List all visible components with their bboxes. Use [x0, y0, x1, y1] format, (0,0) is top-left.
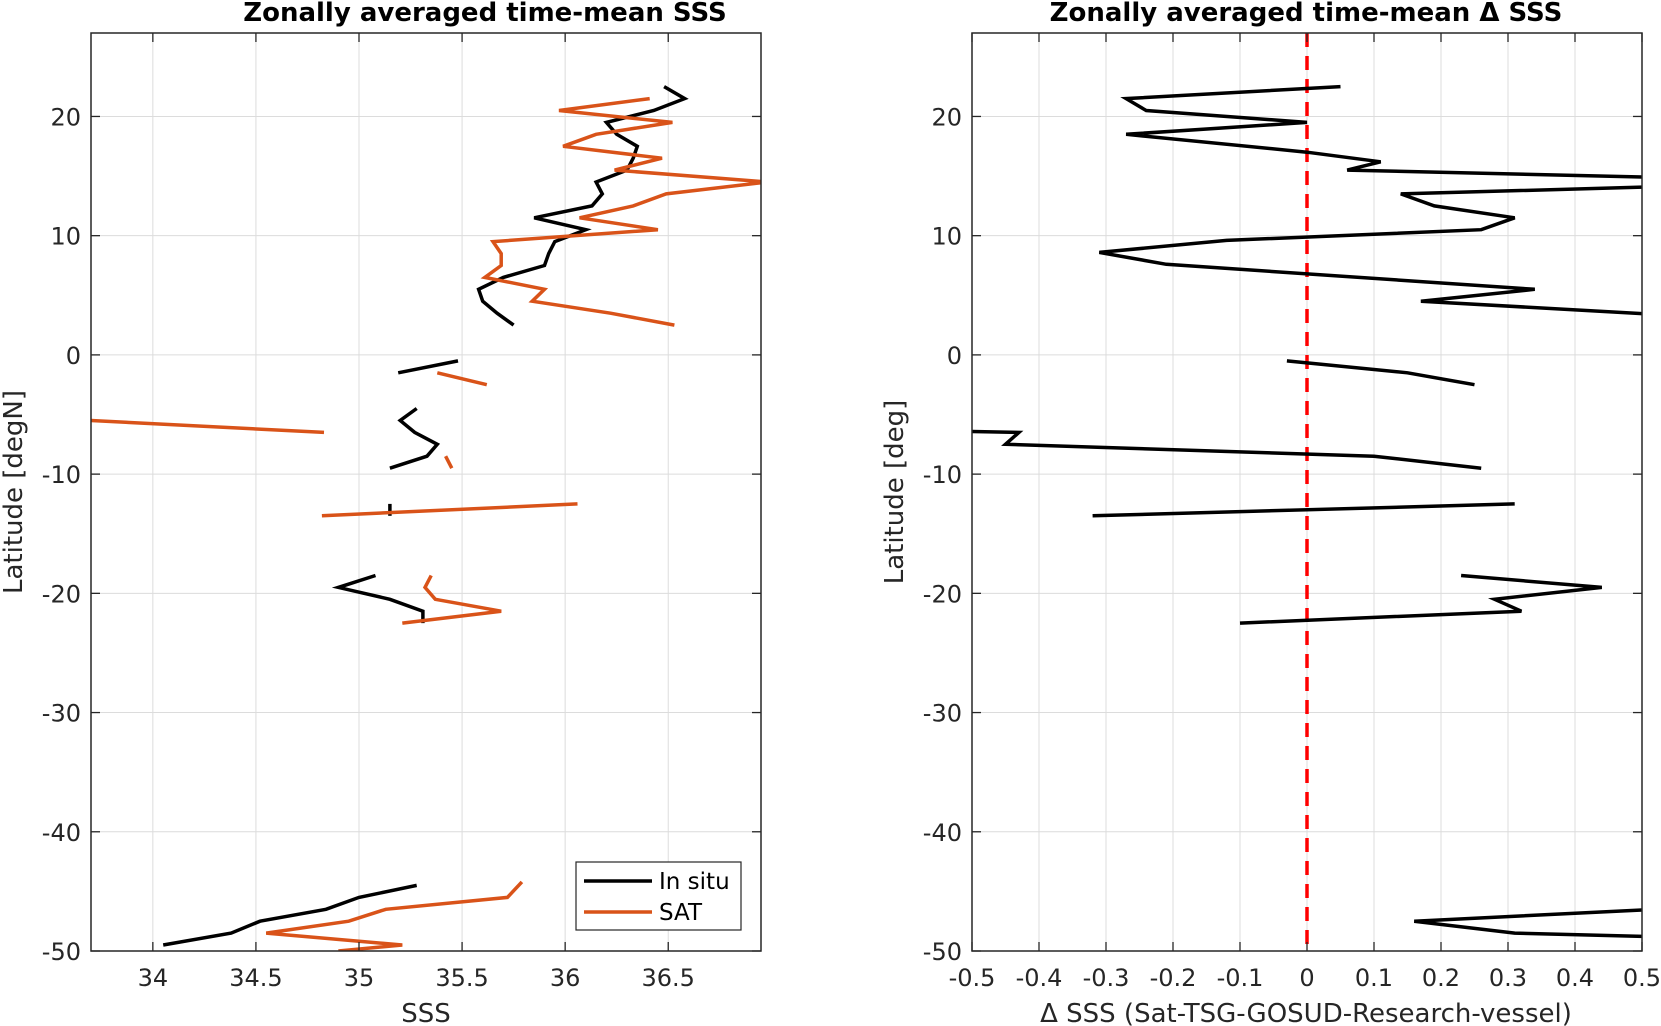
left-x-tick-label: 35.5 [435, 964, 488, 992]
left-axes-box [90, 32, 762, 952]
right-chart-title: Zonally averaged time-mean Δ SSS [1050, 0, 1563, 28]
right-x-tick-label: -0.5 [949, 964, 996, 992]
left-x-tick-label: 34.5 [229, 964, 282, 992]
left-ticks: 34 34.5 35 35.5 36 36.5 -50 -40 -30 -20 -10 0 10 20 [42, 33, 761, 992]
right-y-tick-label: -30 [923, 700, 962, 728]
right-x-tick-label: -0.4 [1016, 964, 1063, 992]
left-x-tick-label: 36 [550, 964, 581, 992]
legend-label-in-situ: In situ [659, 869, 730, 895]
right-x-tick-label: 0 [1299, 964, 1314, 992]
right-x-tick-label: 0.3 [1489, 964, 1527, 992]
left-series-1-segment-6 [265, 880, 524, 951]
right-series-0-segment-4 [1092, 502, 1515, 518]
right-series-0-segment-3 [972, 429, 1482, 470]
legend-label-sat: SAT [659, 900, 703, 926]
right-x-tick-label: 0.5 [1623, 964, 1661, 992]
right-ticks: -0.5 -0.4 -0.3 -0.2 -0.1 0 0.1 0.2 0.3 0.4 0.5 -50 -… [923, 33, 1661, 992]
right-series-0-segment-6 [1413, 908, 1642, 939]
legend-box [575, 861, 742, 931]
right-y-tick-label: 20 [931, 103, 962, 131]
right-x-tick-label: -0.2 [1150, 964, 1197, 992]
left-series-0-segment-4 [331, 573, 425, 624]
right-series-0-segment-2 [1286, 359, 1475, 387]
left-series-0-segment-0 [476, 85, 689, 327]
left-series-1-segment-0 [480, 96, 761, 327]
left-x-tick-label: 36.5 [642, 964, 695, 992]
right-x-tick-label: -0.3 [1083, 964, 1130, 992]
left-lines [91, 85, 761, 951]
left-y-tick-label: -20 [42, 580, 81, 608]
right-y-axis-label: Latitude [deg] [880, 400, 910, 585]
right-series-0-segment-1 [1098, 185, 1642, 316]
left-grid [91, 33, 761, 952]
right-y-tick-label: 10 [931, 223, 962, 251]
left-y-tick-label: -40 [42, 819, 81, 847]
left-series-1-segment-2 [91, 418, 325, 435]
left-series-1-segment-1 [436, 371, 488, 387]
left-y-axis-label: Latitude [degN] [0, 390, 29, 594]
right-x-tick-label: 0.4 [1556, 964, 1594, 992]
right-y-tick-label: -10 [923, 461, 962, 489]
right-y-tick-label: -20 [923, 580, 962, 608]
right-x-axis-label: Δ SSS (Sat-TSG-GOSUD-Research-vessel) [1040, 999, 1572, 1026]
right-chart: Zonally averaged time-mean Δ SSS -0.5 -0.… [880, 0, 1661, 1026]
left-x-tick-label: 35 [344, 964, 375, 992]
right-y-tick-label: 0 [947, 342, 962, 370]
left-x-tick-label: 34 [138, 964, 169, 992]
right-lines [972, 33, 1642, 951]
left-series-0-segment-5 [162, 883, 418, 947]
right-x-tick-label: 0.2 [1422, 964, 1460, 992]
left-y-tick-label: 0 [66, 342, 81, 370]
right-x-tick-label: 0.1 [1355, 964, 1393, 992]
right-x-tick-label: -0.1 [1217, 964, 1264, 992]
left-y-tick-label: 20 [50, 103, 81, 131]
left-x-axis-label: SSS [401, 999, 451, 1026]
left-series-1-segment-5 [402, 574, 502, 625]
left-series-0-segment-2 [389, 407, 441, 470]
right-series-0-segment-0 [1120, 84, 1642, 179]
left-chart-title: Zonally averaged time-mean SSS [243, 0, 727, 28]
right-y-tick-label: -50 [923, 938, 962, 966]
right-y-tick-label: -40 [923, 819, 962, 847]
left-y-tick-label: 10 [50, 223, 81, 251]
legend: In situ SAT [575, 861, 742, 931]
left-series-1-segment-3 [444, 455, 454, 470]
left-series-1-segment-4 [321, 502, 578, 518]
left-y-tick-label: -50 [42, 938, 81, 966]
right-series-0-segment-5 [1239, 573, 1602, 625]
left-y-tick-label: -10 [42, 461, 81, 489]
left-chart: Zonally averaged time-mean SSS 34 34.5 35 3… [0, 0, 762, 1026]
left-series-0-segment-1 [397, 359, 459, 375]
left-y-tick-label: -30 [42, 700, 81, 728]
